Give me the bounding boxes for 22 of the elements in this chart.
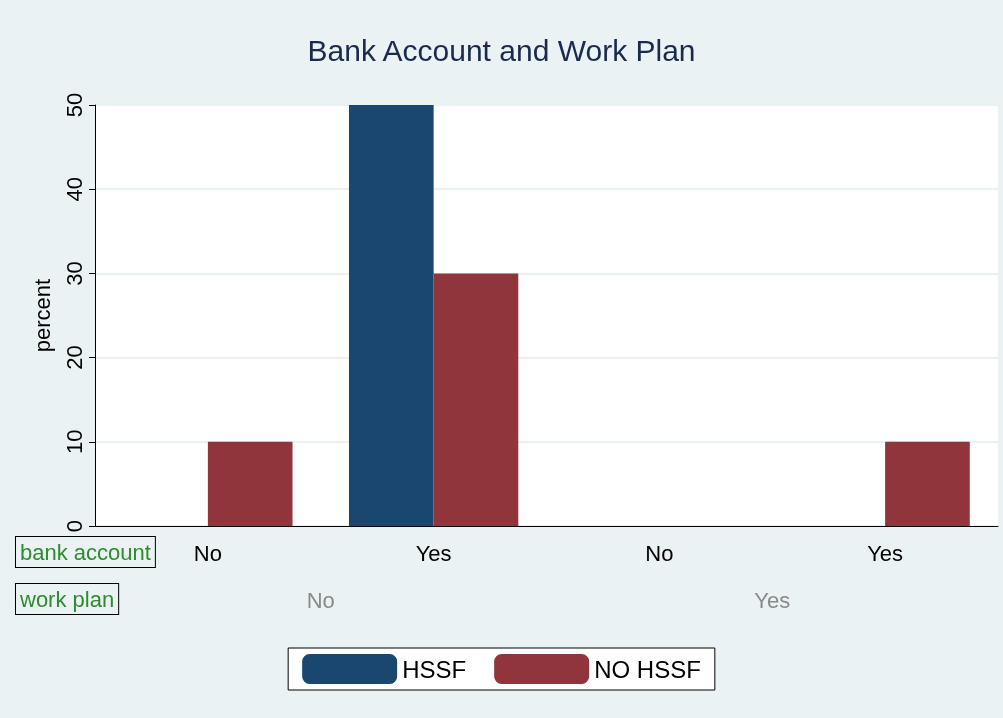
y-axis-title: percent	[29, 278, 55, 353]
x-tick-label: Yes	[415, 540, 452, 566]
chart-title: Bank Account and Work Plan	[307, 33, 696, 67]
bar	[348, 105, 434, 526]
y-tick-label: 30	[61, 261, 87, 286]
x-tick-label: No	[193, 540, 222, 566]
bar	[433, 273, 519, 526]
legend-label: NO HSSF	[594, 655, 701, 683]
y-tick-label: 40	[61, 176, 87, 202]
x-tick-label: No	[645, 540, 674, 566]
y-tick-label: 20	[61, 345, 87, 370]
text: bank account	[20, 539, 151, 565]
text: work plan	[19, 586, 115, 612]
x-tick-label: Yes	[867, 540, 904, 566]
bar	[207, 441, 293, 526]
legend-label: HSSF	[402, 655, 467, 683]
text: No	[306, 587, 335, 613]
y-tick-label: 0	[61, 519, 87, 533]
y-tick-label: 10	[61, 429, 87, 455]
y-tick-label: 50	[61, 92, 87, 118]
bar	[885, 441, 970, 526]
text: Yes	[754, 587, 791, 613]
